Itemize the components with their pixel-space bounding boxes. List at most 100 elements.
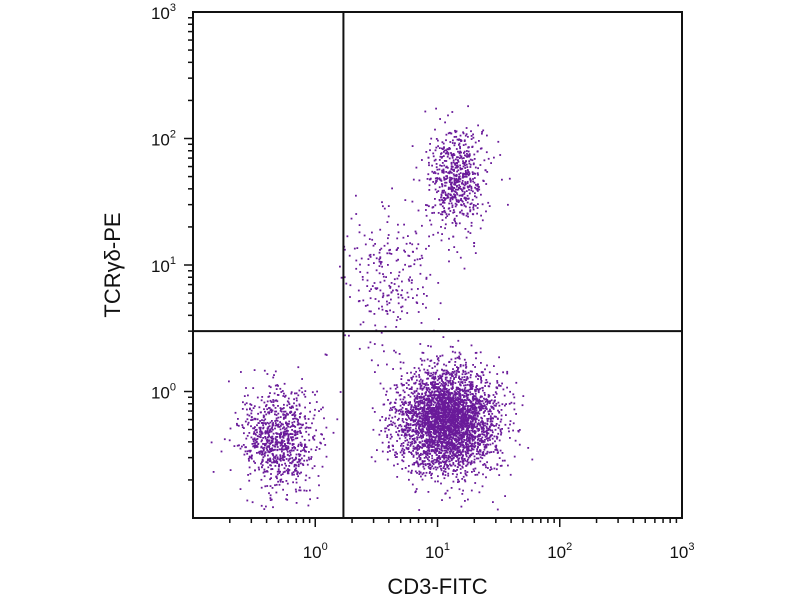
data-point <box>473 439 475 441</box>
data-point <box>426 418 429 420</box>
data-point <box>445 181 448 184</box>
data-point <box>296 472 299 474</box>
data-point <box>485 437 488 440</box>
data-point <box>397 391 399 394</box>
data-point <box>439 425 442 427</box>
data-point <box>522 395 525 397</box>
data-point <box>456 473 458 476</box>
data-point <box>401 403 404 405</box>
data-point <box>420 462 422 465</box>
data-point <box>280 431 282 434</box>
data-point <box>391 409 393 411</box>
data-point <box>274 448 276 451</box>
data-point <box>453 422 455 425</box>
data-point <box>446 464 448 466</box>
data-point <box>453 443 456 445</box>
data-point <box>438 425 440 428</box>
data-point <box>462 444 465 447</box>
data-point <box>457 409 460 412</box>
data-point <box>454 361 457 363</box>
data-point <box>408 403 411 405</box>
data-point <box>498 424 501 427</box>
data-point <box>458 138 461 141</box>
data-point <box>443 428 446 431</box>
data-point <box>262 449 265 452</box>
data-point <box>468 461 470 464</box>
data-point <box>286 412 288 415</box>
data-point <box>462 418 465 421</box>
data-point <box>498 474 501 476</box>
data-point <box>309 498 311 501</box>
data-point <box>454 129 456 132</box>
data-point <box>265 404 268 406</box>
data-point <box>453 406 456 409</box>
data-point <box>426 463 429 465</box>
data-point <box>400 444 402 447</box>
data-point <box>419 382 422 385</box>
data-point <box>436 355 438 358</box>
data-point <box>285 446 287 449</box>
data-point <box>379 382 382 385</box>
data-point <box>457 407 459 409</box>
data-point <box>495 446 497 449</box>
data-point <box>458 184 461 186</box>
data-point <box>416 472 418 474</box>
data-point <box>455 447 457 449</box>
data-point <box>401 459 404 462</box>
data-point <box>441 400 444 403</box>
data-point <box>430 417 433 420</box>
data-point <box>444 396 447 399</box>
data-point <box>453 170 455 172</box>
data-point <box>454 202 457 205</box>
data-point <box>279 470 281 473</box>
data-point <box>403 396 406 398</box>
data-point <box>315 429 317 432</box>
data-point <box>440 437 442 440</box>
data-point <box>272 376 275 379</box>
data-point <box>509 423 511 426</box>
data-point <box>436 178 439 180</box>
data-point <box>474 141 477 144</box>
data-point <box>275 432 278 434</box>
data-point <box>412 454 415 457</box>
data-point <box>438 461 441 464</box>
data-point <box>455 177 458 180</box>
data-point <box>506 370 509 373</box>
data-point <box>416 416 419 418</box>
data-point <box>297 443 300 446</box>
data-point <box>447 415 449 418</box>
data-point <box>260 451 262 453</box>
data-point <box>469 158 472 161</box>
data-point <box>418 455 420 458</box>
data-point <box>266 440 269 442</box>
data-point <box>450 464 453 467</box>
data-point <box>284 410 287 413</box>
data-point <box>441 162 444 164</box>
data-point <box>444 381 447 384</box>
data-point <box>275 475 278 478</box>
data-point <box>416 446 418 449</box>
data-point <box>421 410 423 413</box>
data-point <box>449 463 451 466</box>
data-point <box>489 415 492 418</box>
data-point <box>250 454 253 457</box>
data-point <box>440 400 442 403</box>
data-point <box>452 188 454 191</box>
data-point <box>465 474 468 477</box>
data-point <box>422 430 425 433</box>
data-point <box>480 400 483 403</box>
data-point <box>429 468 432 470</box>
data-point <box>397 419 399 421</box>
data-point <box>476 388 479 390</box>
data-point <box>456 188 459 191</box>
data-point <box>444 191 447 194</box>
data-point <box>472 393 474 396</box>
data-point <box>303 393 306 396</box>
data-point <box>471 383 474 386</box>
data-point <box>440 420 443 423</box>
data-point <box>304 479 307 482</box>
data-point <box>428 444 431 446</box>
data-point <box>243 432 245 435</box>
data-point <box>437 407 440 410</box>
data-point <box>401 418 404 420</box>
